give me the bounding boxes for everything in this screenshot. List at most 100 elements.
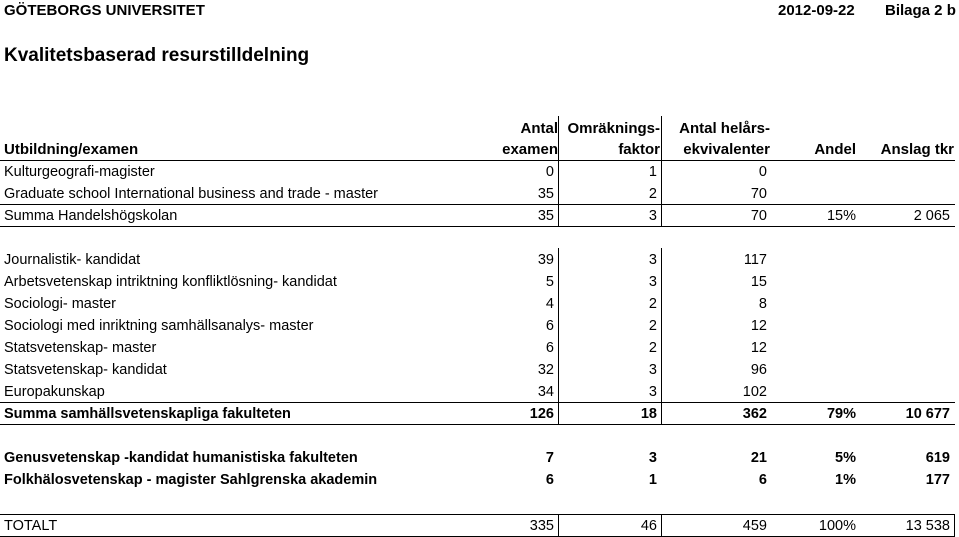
vline-factor-a: [661, 160, 662, 226]
cell-count: 39: [537, 252, 554, 268]
total-top-line: [0, 514, 955, 515]
col-header-share: Andel: [814, 141, 856, 158]
cell-factor: 2: [648, 318, 657, 334]
vline-count-b: [558, 248, 559, 424]
cell-factor: 2: [648, 296, 657, 312]
cell-factor: 3: [648, 252, 657, 268]
col-header-count-line1: Antal: [520, 120, 559, 137]
table-row: Summa samhällsvetenskapliga fakulteten 12…: [0, 403, 959, 425]
table-row: Statsvetenskap- master 6 2 12: [0, 337, 959, 359]
cell-education: Graduate school International business a…: [4, 186, 378, 202]
table-row: Journalistik- kandidat 39 3 117: [0, 249, 959, 271]
table-row: Arbetsvetenskap intriktning konfliktlösn…: [0, 271, 959, 293]
cell-education: Journalistik- kandidat: [4, 252, 141, 268]
cell-factor: 46: [640, 518, 657, 534]
cell-factor: 2: [648, 186, 657, 202]
attachment-label: Bilaga 2 b: [885, 2, 956, 19]
table-row: Sociologi med inriktning samhällsanalys-…: [0, 315, 959, 337]
cell-education: Kulturgeografi-magister: [4, 164, 155, 180]
table-row: Summa Handelshögskolan 35 3 70 15% 2 065: [0, 205, 959, 227]
cell-fte: 8: [758, 296, 767, 312]
cell-fte: 15: [750, 274, 767, 290]
cell-count: 34: [537, 384, 554, 400]
table-row: Folkhälosvetenskap - magister Sahlgrensk…: [0, 469, 959, 491]
vline-right-total: [954, 514, 955, 536]
document-date: 2012-09-22: [778, 2, 855, 19]
university-name: GÖTEBORGS UNIVERSITET: [4, 2, 205, 19]
cell-fte: 117: [743, 252, 767, 268]
cell-count: 32: [537, 362, 554, 378]
vline-count-c: [558, 514, 559, 536]
cell-factor: 18: [640, 406, 657, 422]
page-header: GÖTEBORGS UNIVERSITET 2012-09-22 Bilaga …: [0, 0, 959, 22]
cell-education: Sociologi- master: [4, 296, 117, 312]
cell-count: 126: [529, 406, 554, 422]
cell-factor: 3: [648, 450, 657, 466]
cell-count: 5: [545, 274, 554, 290]
cell-fte: 96: [750, 362, 767, 378]
summary-top-line-2: [0, 402, 955, 403]
cell-share: 1%: [835, 472, 856, 488]
cell-education: Genusvetenskap -kandidat humanistiska fa…: [4, 450, 358, 466]
table-row: Graduate school International business a…: [0, 183, 959, 205]
cell-education: Folkhälosvetenskap - magister Sahlgrensk…: [4, 472, 378, 488]
vline-factor-b: [661, 248, 662, 424]
cell-count: 7: [545, 450, 554, 466]
cell-count: 0: [545, 164, 554, 180]
cell-share: 15%: [826, 208, 856, 224]
table-row: Europakunskap 34 3 102: [0, 381, 959, 403]
cell-count: 335: [529, 518, 554, 534]
cell-fte: 21: [750, 450, 767, 466]
cell-factor: 3: [648, 208, 657, 224]
cell-fte: 70: [750, 208, 767, 224]
cell-grant: 10 677: [905, 406, 950, 422]
cell-factor: 3: [648, 362, 657, 378]
cell-count: 6: [545, 472, 554, 488]
cell-fte: 459: [742, 518, 767, 534]
cell-grant: 619: [925, 450, 950, 466]
cell-education: Summa Handelshögskolan: [4, 208, 178, 224]
cell-grant: 2 065: [913, 208, 950, 224]
cell-count: 6: [545, 318, 554, 334]
table-row: Sociologi- master 4 2 8: [0, 293, 959, 315]
cell-fte: 362: [742, 406, 767, 422]
cell-factor: 2: [648, 340, 657, 356]
col-header-fte-line1: Antal helårs-: [679, 120, 770, 137]
cell-share: 79%: [826, 406, 856, 422]
col-divider-count: [558, 116, 559, 160]
cell-factor: 1: [648, 472, 657, 488]
cell-fte: 6: [758, 472, 767, 488]
cell-count: 4: [545, 296, 554, 312]
col-header-factor-line2: faktor: [618, 141, 660, 158]
col-header-count-line2: examen: [502, 141, 558, 158]
page-title: Kvalitetsbaserad resurstilldelning: [4, 45, 310, 66]
cell-factor: 1: [648, 164, 657, 180]
cell-fte: 0: [758, 164, 767, 180]
col-header-grant: Anslag tkr: [880, 141, 954, 158]
col-header-education: Utbildning/examen: [4, 141, 139, 158]
table-row: Statsvetenskap- kandidat 32 3 96: [0, 359, 959, 381]
cell-education: Statsvetenskap- master: [4, 340, 157, 356]
cell-fte: 102: [742, 384, 767, 400]
cell-share: 5%: [835, 450, 856, 466]
cell-education: Sociologi med inriktning samhällsanalys-…: [4, 318, 314, 334]
cell-factor: 3: [648, 274, 657, 290]
col-divider-factor: [661, 116, 662, 160]
cell-education: Statsvetenskap- kandidat: [4, 362, 167, 378]
cell-share: 100%: [818, 518, 856, 534]
table-row: TOTALT 335 46 459 100% 13 538: [0, 515, 959, 537]
cell-education: Arbetsvetenskap intriktning konfliktlösn…: [4, 274, 337, 290]
cell-grant: 177: [925, 472, 950, 488]
cell-grant: 13 538: [905, 518, 950, 534]
vline-factor-c: [661, 514, 662, 536]
cell-education: TOTALT: [4, 518, 58, 534]
col-header-factor-line1: Omräknings-: [567, 120, 660, 137]
cell-education: Summa samhällsvetenskapliga fakulteten: [4, 406, 291, 422]
cell-fte: 70: [750, 186, 767, 202]
summary-bottom-line-1: [0, 226, 955, 227]
table-row: Genusvetenskap -kandidat humanistiska fa…: [0, 447, 959, 469]
cell-education: Europakunskap: [4, 384, 105, 400]
cell-count: 35: [537, 208, 554, 224]
col-header-fte-line2: ekvivalenter: [683, 141, 770, 158]
summary-top-line-1: [0, 204, 955, 205]
